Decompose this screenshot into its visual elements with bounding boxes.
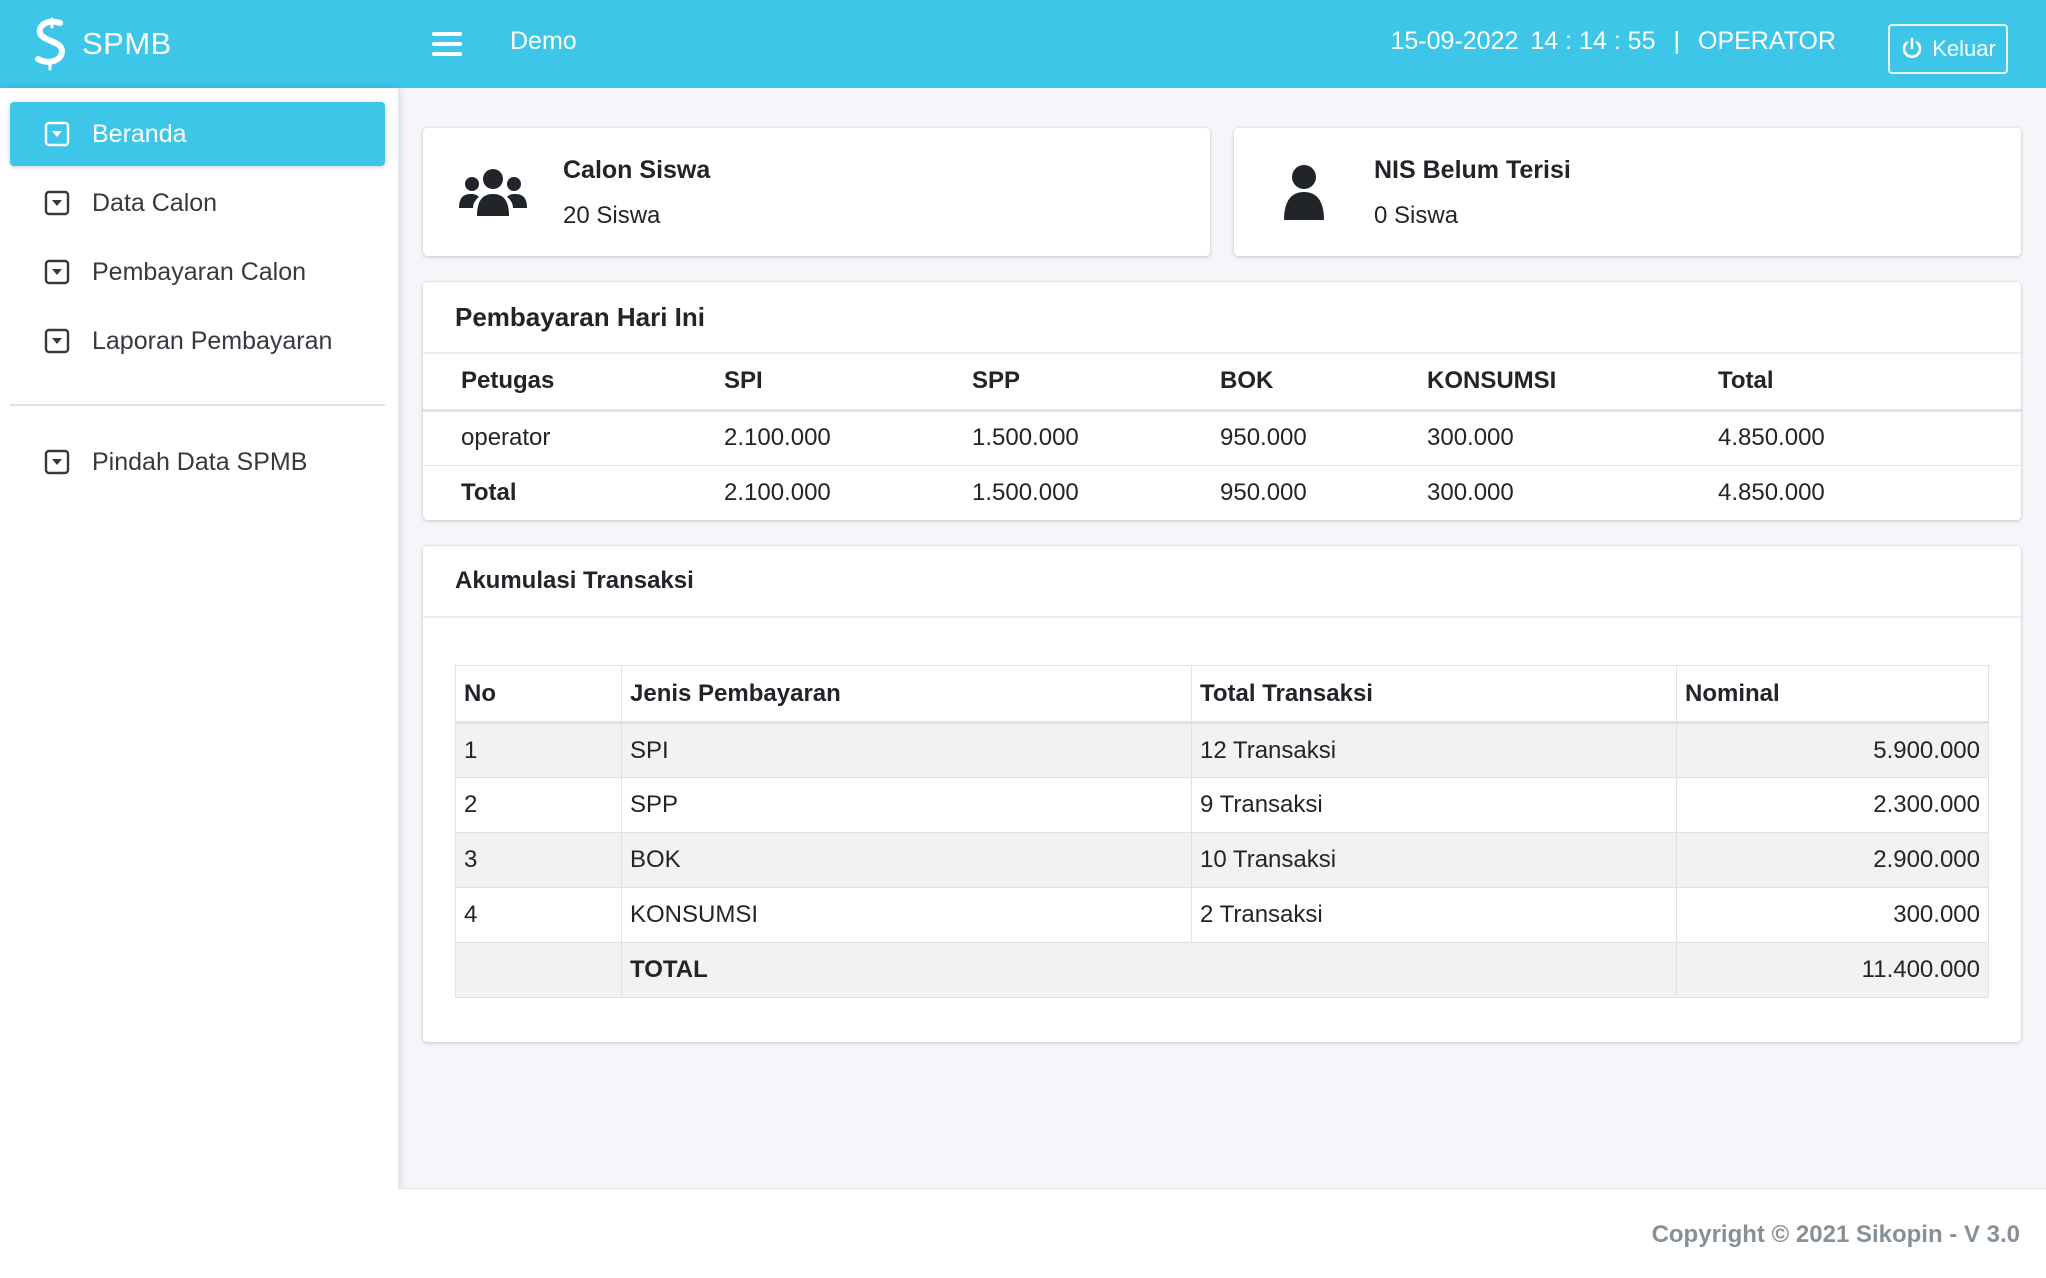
caret-square-down-icon — [44, 190, 70, 216]
table-cell: SPP — [621, 777, 1192, 833]
caret-square-down-icon — [44, 259, 70, 285]
column-header: Nominal — [1676, 665, 1989, 724]
copyright-text: Copyright © 2021 Sikopin - V 3.0 — [1651, 1221, 2020, 1248]
today-payments-table: Petugas SPI SPP BOK KONSUMSI Total opera… — [423, 354, 2021, 520]
info-box-value: 0 Siswa — [1374, 202, 1459, 229]
table-cell: KONSUMSI — [621, 887, 1192, 943]
sidebar: Beranda Data Calon Pembayaran Calon Lapo… — [0, 88, 398, 1278]
table-cell: operator — [423, 409, 686, 465]
sidebar-item-label: Laporan Pembayaran — [92, 326, 333, 355]
sidebar-item-label: Pembayaran Calon — [92, 257, 307, 286]
table-cell: 10 Transaksi — [1191, 832, 1677, 888]
app-name: SPMB — [82, 26, 172, 61]
card-title: Akumulasi Transaksi — [423, 546, 2021, 618]
sidebar-item-label: Pindah Data SPMB — [92, 447, 308, 476]
table-cell: BOK — [621, 832, 1192, 888]
table-cell: 12 Transaksi — [1191, 722, 1677, 778]
transactions-table: No Jenis Pembayaran Total Transaksi Nomi… — [455, 665, 1989, 998]
table-cell: 2 — [455, 777, 622, 833]
top-navbar: SPMB Demo 15-09-2022 14 : 14 : 55 | OPER… — [0, 0, 2046, 88]
transactions-card: Akumulasi Transaksi No Jenis Pembayaran … — [423, 546, 2021, 1042]
table-cell: 4.850.000 — [1680, 409, 2021, 465]
sidebar-divider — [10, 404, 385, 406]
sidebar-item-beranda[interactable]: Beranda — [10, 102, 385, 166]
caret-square-down-icon — [44, 328, 70, 354]
table-total-row: TOTAL 11.400.000 — [455, 942, 1989, 998]
caret-square-down-icon — [44, 121, 70, 147]
table-cell: Total — [423, 464, 686, 520]
table-cell: 300.000 — [1389, 409, 1680, 465]
table-cell: 2.900.000 — [1676, 832, 1989, 888]
table-cell: 3 — [455, 832, 622, 888]
table-cell: 1 — [455, 722, 622, 778]
header-date: 15-09-2022 — [1390, 27, 1519, 55]
info-box-title: NIS Belum Terisi — [1374, 156, 1571, 184]
table-cell: 1.500.000 — [934, 464, 1182, 520]
footer: Copyright © 2021 Sikopin - V 3.0 — [398, 1188, 2046, 1278]
brand[interactable]: SPMB — [0, 0, 398, 88]
table-header-row: Petugas SPI SPP BOK KONSUMSI Total — [423, 354, 2021, 412]
logo-icon — [35, 17, 66, 71]
info-box-nis-belum-terisi: NIS Belum Terisi 0 Siswa — [1234, 128, 2021, 256]
menu-toggle-icon[interactable] — [432, 26, 462, 62]
table-row: 2 SPP 9 Transaksi 2.300.000 — [455, 777, 1989, 833]
card-title: Pembayaran Hari Ini — [423, 282, 2021, 354]
table-cell: 9 Transaksi — [1191, 777, 1677, 833]
nav-demo-link[interactable]: Demo — [510, 27, 577, 55]
header-time: 14 : 14 : 55 — [1530, 27, 1656, 55]
total-label: TOTAL — [621, 942, 1677, 998]
column-header: Total — [1680, 354, 2021, 412]
column-header: SPP — [934, 354, 1182, 412]
user-icon — [1284, 165, 1324, 220]
users-icon — [459, 169, 527, 216]
logout-button[interactable]: Keluar — [1888, 24, 2008, 74]
table-cell: 2.300.000 — [1676, 777, 1989, 833]
power-icon — [1902, 37, 1922, 58]
sidebar-item-data-calon[interactable]: Data Calon — [10, 171, 385, 235]
header-separator: | — [1673, 27, 1681, 55]
sidebar-item-pembayaran-calon[interactable]: Pembayaran Calon — [10, 240, 385, 304]
table-cell: 950.000 — [1182, 409, 1389, 465]
today-payments-card: Pembayaran Hari Ini Petugas SPI SPP BOK … — [423, 282, 2021, 520]
table-cell: 300.000 — [1389, 464, 1680, 520]
table-cell: 950.000 — [1182, 464, 1389, 520]
column-header: KONSUMSI — [1389, 354, 1680, 412]
table-cell: 4.850.000 — [1680, 464, 2021, 520]
info-box-calon-siswa: Calon Siswa 20 Siswa — [423, 128, 1210, 256]
table-row: operator 2.100.000 1.500.000 950.000 300… — [423, 409, 2021, 465]
header-role: OPERATOR — [1698, 27, 1836, 55]
table-row: 4 KONSUMSI 2 Transaksi 300.000 — [455, 887, 1989, 943]
logout-label: Keluar — [1932, 36, 1996, 61]
table-row: 1 SPI 12 Transaksi 5.900.000 — [455, 722, 1989, 778]
table-header-row: No Jenis Pembayaran Total Transaksi Nomi… — [455, 665, 1989, 724]
table-cell: 300.000 — [1676, 887, 1989, 943]
sidebar-item-laporan-pembayaran[interactable]: Laporan Pembayaran — [10, 309, 385, 373]
table-cell: 2.100.000 — [686, 409, 934, 465]
table-cell: 2 Transaksi — [1191, 887, 1677, 943]
table-row: 3 BOK 10 Transaksi 2.900.000 — [455, 832, 1989, 888]
table-cell: 1.500.000 — [934, 409, 1182, 465]
total-value: 11.400.000 — [1676, 942, 1989, 998]
sidebar-item-pindah-data[interactable]: Pindah Data SPMB — [10, 430, 385, 494]
column-header: BOK — [1182, 354, 1389, 412]
table-total-row: Total 2.100.000 1.500.000 950.000 300.00… — [423, 464, 2021, 520]
column-header: Total Transaksi — [1191, 665, 1677, 724]
table-cell: 2.100.000 — [686, 464, 934, 520]
table-cell: SPI — [621, 722, 1192, 778]
sidebar-item-label: Data Calon — [92, 188, 218, 217]
column-header: SPI — [686, 354, 934, 412]
info-box-value: 20 Siswa — [563, 202, 661, 229]
table-cell — [455, 942, 622, 998]
column-header: No — [455, 665, 622, 724]
table-cell: 4 — [455, 887, 622, 943]
column-header: Jenis Pembayaran — [621, 665, 1192, 724]
sidebar-item-label: Beranda — [92, 119, 187, 148]
table-cell: 5.900.000 — [1676, 722, 1989, 778]
header-status: 15-09-2022 14 : 14 : 55 | OPERATOR — [1391, 27, 1837, 56]
caret-square-down-icon — [44, 449, 70, 475]
info-box-title: Calon Siswa — [563, 156, 711, 184]
column-header: Petugas — [423, 354, 686, 412]
